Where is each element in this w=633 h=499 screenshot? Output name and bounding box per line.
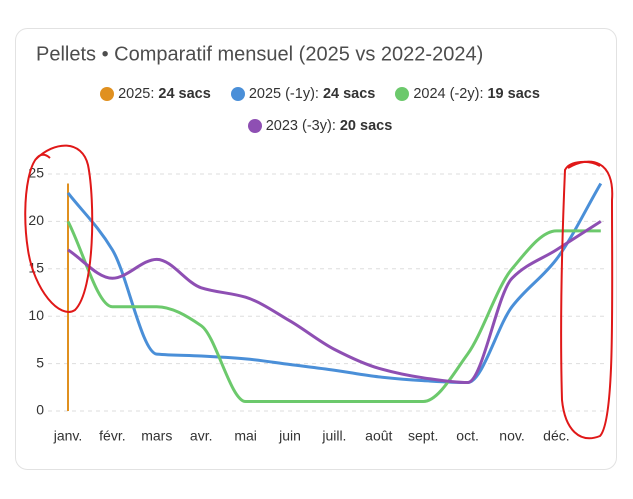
y-tick-label: 20 [28,212,44,228]
card [15,28,617,470]
series-line [66,182,603,385]
y-tick-label: 5 [36,354,44,370]
chart-title: Pellets • Comparatif mensuel (2025 vs 20… [36,43,483,65]
x-tick-label: oct. [456,428,479,444]
x-tick-label: juin [278,428,301,444]
legend-item[interactable]: 2023 (-3y)20 sacs [247,118,393,134]
x-tick-label: sept. [408,428,438,444]
x-tick-label: mars [141,428,172,444]
x-tick-label: déc. [543,428,569,444]
x-tick-label: nov. [499,428,524,444]
legend-label: 2025 (-1y) [249,86,319,102]
x-tick-label: janv. [53,428,83,444]
legend-total: 24 sacs [158,86,211,102]
annotation-left [24,144,94,313]
legend-total: 20 sacs [339,118,393,134]
x-tick-label: mai [234,428,257,444]
series-line [66,220,601,404]
legend-item[interactable]: 2025 (-1y)24 sacs [230,86,376,102]
annotation-right [560,160,614,440]
legend-label: 2024 (-2y) [413,86,483,102]
legend-swatch [395,87,410,101]
x-tick-label: juill. [321,428,346,444]
legend-item[interactable]: 2024 (-2y)19 sacs [395,86,540,102]
series-line [67,220,602,385]
legend-swatch [247,119,262,133]
legend-item[interactable]: 202524 sacs [100,86,211,102]
legend-total: 24 sacs [322,86,376,102]
legend-swatch [100,87,115,101]
legend-label: 2023 (-3y) [266,118,336,134]
x-tick-label: août [365,428,392,444]
legend-total: 19 sacs [487,86,540,102]
legend-swatch [230,87,245,101]
y-tick-label: 25 [28,165,44,181]
legend-label: 2025 [118,86,154,102]
x-tick-label: avr. [190,428,213,444]
y-tick-label: 10 [28,307,44,323]
y-tick-label: 0 [36,402,44,418]
x-tick-label: févr. [99,428,125,444]
